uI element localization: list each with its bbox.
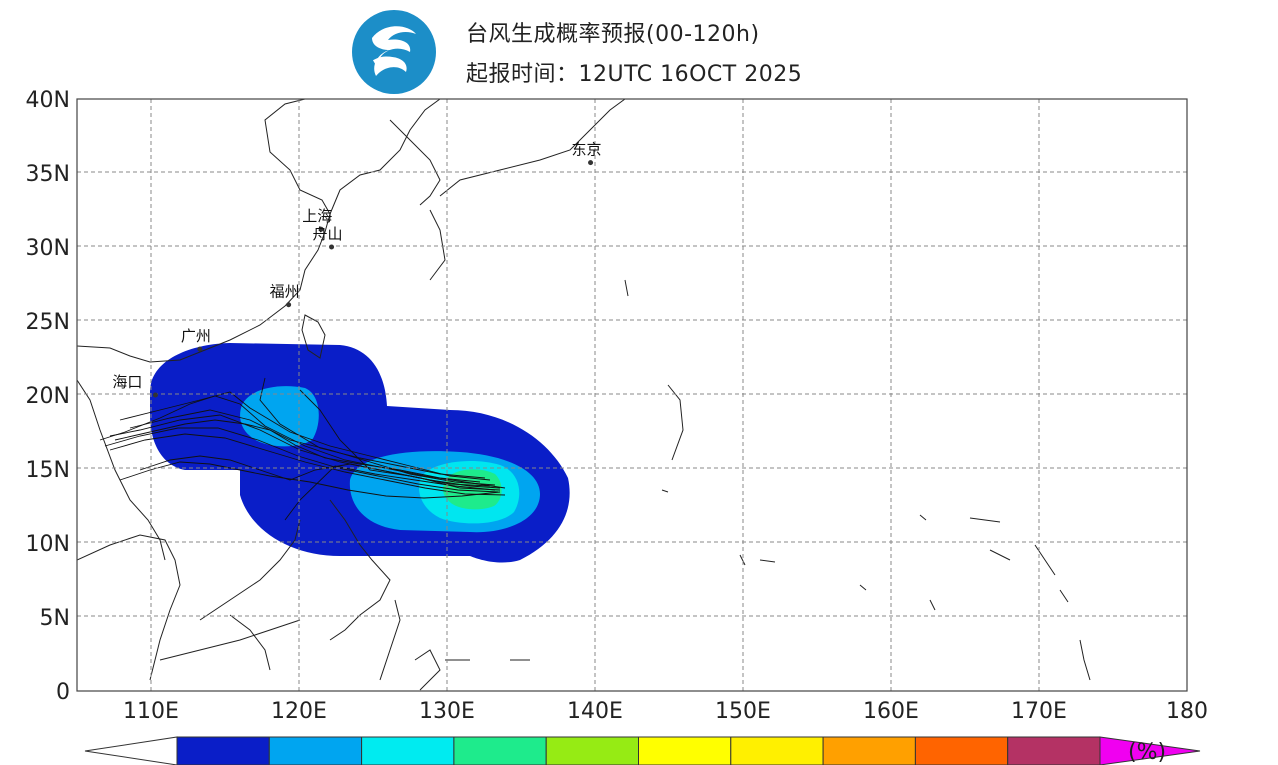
ensemble-tracks (99, 377, 506, 521)
lat-tick-label: 20N (26, 384, 70, 409)
city-label: 广州 (181, 327, 211, 345)
legend-swatch (914, 736, 1009, 765)
lon-tick-label: 120E (271, 699, 327, 724)
legend-swatch (1007, 736, 1101, 765)
city-marker (329, 244, 335, 250)
city-label: 舟山 (313, 225, 343, 243)
lat-tick-label: 30N (26, 236, 70, 261)
legend-left-arrow (84, 736, 178, 765)
legend-swatch (453, 736, 547, 765)
probability-zones (150, 343, 570, 563)
city-marker (588, 160, 594, 166)
city-marker (318, 226, 324, 232)
grid (77, 99, 1187, 691)
legend-swatch (545, 736, 640, 765)
map-frame (76, 98, 1188, 692)
city-marker (152, 392, 158, 398)
lat-tick-label: 10N (26, 532, 70, 557)
city-label: 东京 (572, 141, 602, 159)
legend-swatch (730, 736, 824, 765)
city-label: 福州 (270, 283, 300, 301)
cma-swirl-logo-icon (352, 10, 436, 94)
legend-swatch (638, 736, 732, 765)
lon-tick-label: 110E (123, 699, 179, 724)
legend-swatch (822, 736, 916, 765)
latitude-labels: 40N 35N 30N 25N 20N 15N 10N 5N 0 (26, 88, 70, 705)
probability-legend: (%) (84, 736, 1201, 765)
lon-tick-label: 150E (715, 699, 771, 724)
legend-swatch (268, 736, 363, 765)
lon-tick-label: 130E (419, 699, 475, 724)
page-title: 台风生成概率预报(00-120h) (466, 22, 760, 47)
lat-tick-label: 25N (26, 310, 70, 335)
lon-tick-label: 160E (863, 699, 919, 724)
header: 台风生成概率预报(00-120h) 起报时间：12UTC 16OCT 2025 (0, 0, 1278, 96)
longitude-labels: 110E 120E 130E 140E 150E 160E 170E 180 (123, 699, 1208, 724)
lat-tick-label: 0 (56, 680, 70, 705)
legend-swatch (176, 736, 270, 765)
legend-unit: (%) (1128, 740, 1166, 765)
city-marker (286, 302, 292, 308)
city-label: 上海 (302, 207, 332, 225)
lat-tick-label: 40N (26, 88, 70, 113)
legend-right-arrow (1099, 736, 1201, 765)
coastlines (77, 99, 1091, 691)
lat-tick-label: 5N (40, 606, 70, 631)
issue-time: 起报时间：12UTC 16OCT 2025 (466, 62, 803, 87)
city-label: 海口 (112, 373, 142, 391)
lat-tick-label: 35N (26, 162, 70, 187)
lat-tick-label: 15N (26, 458, 70, 483)
lon-tick-label: 180 (1166, 699, 1208, 724)
probability-zone-low (150, 343, 570, 563)
lon-tick-label: 170E (1011, 699, 1067, 724)
lon-tick-label: 140E (567, 699, 623, 724)
legend-swatch (361, 736, 455, 765)
city-marker (197, 346, 203, 352)
